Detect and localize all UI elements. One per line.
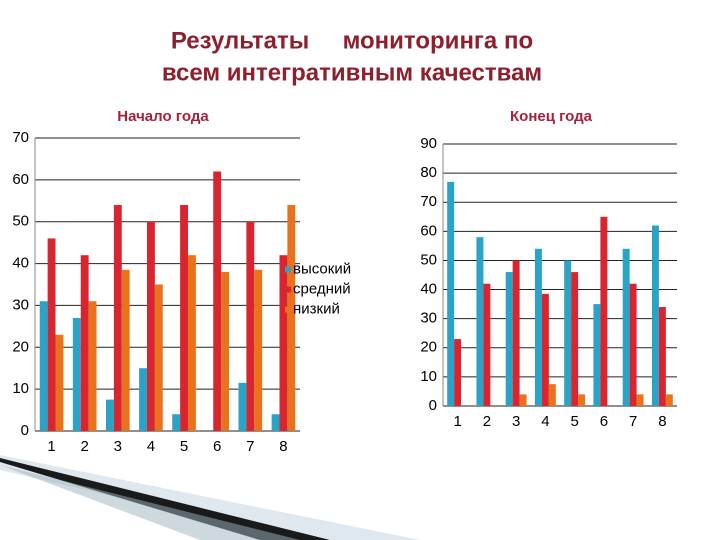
- bar: [622, 248, 630, 406]
- bar: [146, 221, 155, 431]
- bar: [483, 283, 491, 406]
- bar: [658, 307, 666, 406]
- x-tick-label: 8: [279, 438, 287, 455]
- y-tick-label: 60: [420, 222, 437, 239]
- y-tick-label: 70: [420, 193, 437, 210]
- bar: [447, 181, 455, 406]
- y-tick-label: 30: [420, 310, 437, 327]
- bar: [47, 238, 56, 431]
- bar: [505, 272, 513, 406]
- bar: [548, 384, 556, 406]
- bar: [55, 334, 64, 431]
- y-tick-label: 20: [420, 339, 437, 356]
- bar: [665, 394, 673, 406]
- y-tick-label: 70: [12, 129, 29, 146]
- bar: [629, 283, 637, 406]
- title-line: всем интегративным качествам: [162, 59, 542, 86]
- chart-subtitle: Конец года: [510, 108, 593, 125]
- legend-label: низкий: [293, 300, 340, 317]
- bar: [519, 394, 527, 406]
- x-tick-label: 3: [512, 413, 520, 430]
- y-tick-label: 50: [420, 251, 437, 268]
- bar: [72, 317, 81, 431]
- bar: [600, 216, 608, 406]
- x-tick-label: 1: [47, 438, 55, 455]
- y-tick-label: 10: [420, 368, 437, 385]
- bar: [221, 271, 230, 431]
- y-tick-label: 0: [429, 397, 437, 414]
- x-tick-label: 7: [629, 413, 637, 430]
- x-tick-label: 3: [114, 438, 122, 455]
- bar: [88, 301, 97, 431]
- decoration: [0, 458, 330, 540]
- bar: [512, 260, 520, 406]
- y-tick-label: 90: [420, 135, 437, 152]
- bar: [238, 382, 247, 431]
- bar: [534, 248, 542, 406]
- bar: [188, 255, 196, 431]
- y-tick-label: 0: [21, 422, 29, 439]
- x-tick-label: 8: [658, 413, 666, 430]
- y-tick-label: 40: [12, 255, 29, 272]
- bar: [213, 171, 222, 431]
- x-tick-label: 5: [180, 438, 188, 455]
- bar: [651, 225, 659, 406]
- y-tick-label: 10: [12, 380, 29, 397]
- bar: [121, 269, 130, 431]
- legend-swatch: [285, 266, 291, 273]
- legend-label: высокий: [293, 260, 351, 277]
- bar: [246, 221, 255, 431]
- bar: [636, 394, 644, 406]
- x-tick-label: 5: [570, 413, 578, 430]
- bar: [180, 204, 189, 431]
- x-tick-label: 2: [483, 413, 491, 430]
- x-tick-label: 4: [541, 413, 549, 430]
- y-tick-label: 60: [12, 171, 29, 188]
- x-tick-label: 6: [213, 438, 221, 455]
- x-tick-label: 2: [81, 438, 89, 455]
- legend-swatch: [285, 286, 291, 293]
- bar: [254, 269, 263, 431]
- decoration: [0, 465, 300, 540]
- bar: [454, 339, 462, 406]
- bar: [113, 204, 122, 431]
- bar: [172, 414, 181, 431]
- legend-label: средний: [293, 280, 351, 297]
- title-line: Результаты мониторинга по: [171, 27, 533, 54]
- bar: [271, 414, 280, 431]
- bar: [578, 394, 586, 406]
- bar: [154, 284, 163, 431]
- x-tick-label: 4: [147, 438, 155, 455]
- chart-subtitle: Начало года: [117, 108, 209, 125]
- legend-swatch: [285, 306, 291, 313]
- bar: [571, 272, 579, 406]
- bar: [80, 255, 89, 431]
- bar: [564, 260, 572, 406]
- bar: [105, 399, 114, 431]
- y-tick-label: 30: [12, 296, 29, 313]
- bar: [39, 301, 48, 431]
- x-tick-label: 1: [453, 413, 461, 430]
- y-tick-label: 40: [420, 281, 437, 298]
- bar: [541, 293, 549, 406]
- decoration: [0, 455, 420, 540]
- y-tick-label: 50: [12, 213, 29, 230]
- x-tick-label: 6: [600, 413, 608, 430]
- bar: [287, 204, 296, 431]
- y-tick-label: 20: [12, 338, 29, 355]
- bar: [593, 304, 601, 406]
- x-tick-label: 7: [246, 438, 254, 455]
- bar: [476, 237, 484, 406]
- bar: [279, 255, 288, 431]
- y-tick-label: 80: [420, 164, 437, 181]
- bar: [139, 368, 147, 431]
